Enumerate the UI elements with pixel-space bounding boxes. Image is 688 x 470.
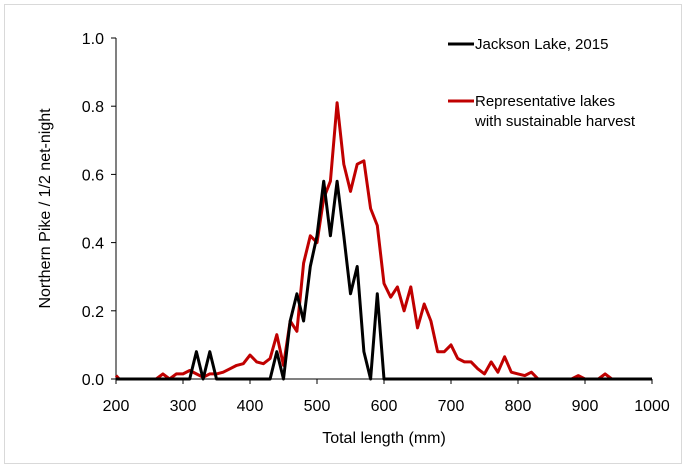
- x-tick-label: 400: [237, 398, 264, 415]
- series-line-1: [114, 101, 652, 381]
- y-tick-label: 0.0: [82, 372, 104, 389]
- y-tick-label: 0.8: [82, 99, 104, 116]
- y-tick-label: 1.0: [82, 31, 104, 48]
- y-tick-label: 0.6: [82, 167, 104, 184]
- y-axis-title: Northern Pike / 1/2 net-night: [37, 108, 54, 309]
- x-tick-label: 900: [572, 398, 599, 415]
- x-tick-label: 500: [304, 398, 331, 415]
- legend-label: Jackson Lake, 2015: [475, 36, 608, 53]
- legend: Jackson Lake, 2015 Representative lakes wi…: [448, 36, 636, 130]
- series-line-0: [116, 179, 652, 381]
- x-tick-label: 600: [371, 398, 398, 415]
- legend-label: with sustainable harvest: [474, 113, 636, 130]
- y-tick-label: 0.2: [82, 304, 104, 321]
- axes-group: 0.0 0.2 0.4 0.6 0.8 1.0 200 300 400 500 600 700 800 9…: [82, 31, 670, 415]
- x-tick-label: 200: [103, 398, 130, 415]
- x-tick-label: 1000: [634, 398, 670, 415]
- x-tick-label: 800: [505, 398, 532, 415]
- x-tick-label: 700: [438, 398, 465, 415]
- legend-label: Representative lakes: [475, 93, 615, 110]
- y-tick-label: 0.4: [82, 236, 104, 253]
- series-layer: [114, 101, 652, 381]
- x-axis-title: Total length (mm): [322, 430, 446, 447]
- x-tick-label: 300: [170, 398, 197, 415]
